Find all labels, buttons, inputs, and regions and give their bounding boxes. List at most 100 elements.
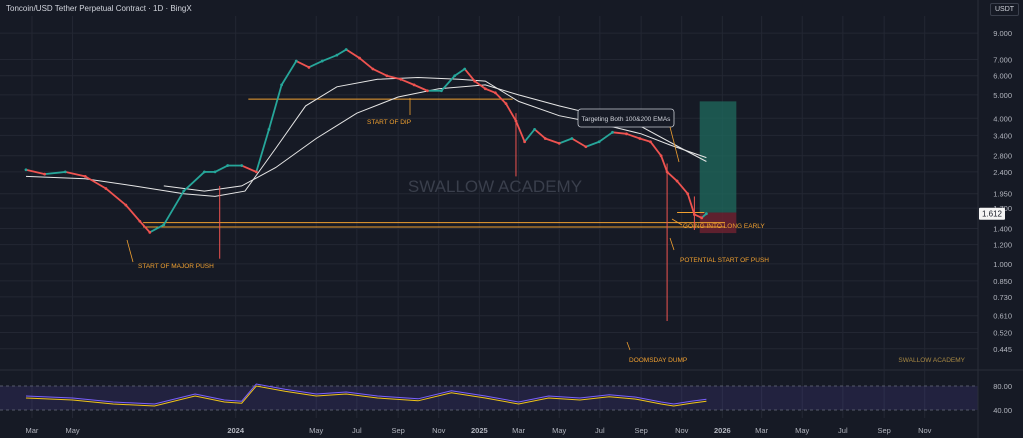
time-tick-label: Sep (634, 426, 647, 435)
annotation-arrow (626, 341, 631, 351)
price-segment (505, 103, 517, 122)
price-point (43, 172, 47, 176)
annotation-label: GOING INTO LONG EARLY (683, 223, 765, 230)
price-segment (454, 68, 466, 77)
annotation-label: START OF MAJOR PUSH (138, 263, 214, 270)
price-point (124, 203, 128, 207)
price-segment (84, 175, 107, 190)
time-axis[interactable]: Mar May 2024 May Jul Sep Nov 2025 Mar May Jul Sep No… (25, 426, 931, 435)
price-segment (686, 193, 696, 215)
price-tick-label: 1.950 (993, 190, 1012, 199)
watermark-text: SWALLOW ACADEMY (408, 177, 582, 196)
price-segment (571, 137, 587, 148)
rsi-tick-label: 40.00 (993, 406, 1012, 415)
price-point (385, 74, 389, 78)
price-point (473, 79, 477, 83)
chart-grid (0, 16, 1023, 418)
time-tick-label: Nov (432, 426, 446, 435)
price-segment (612, 131, 627, 135)
annotation-arrow (669, 237, 675, 251)
price-segment (149, 224, 165, 234)
price-point (649, 140, 652, 144)
time-tick-label: May (552, 426, 566, 435)
watermark-small-text: SWALLOW ACADEMY (898, 357, 965, 364)
price-segment (295, 60, 310, 69)
time-tick-label: Jul (595, 426, 605, 435)
price-segment (125, 204, 141, 222)
price-point (240, 164, 244, 167)
price-segment (413, 84, 428, 92)
price-point (371, 67, 375, 71)
price-point (307, 65, 311, 69)
time-tick-label: 2024 (227, 426, 245, 435)
price-tick-label: 1.400 (993, 224, 1012, 233)
price-point (344, 48, 348, 51)
price-point (625, 132, 628, 136)
annotations: START OF MAJOR PUSH START OF DIP DOOMSDAY … (126, 98, 769, 364)
price-point (358, 56, 361, 60)
price-segment (474, 80, 486, 90)
price-point (686, 192, 690, 196)
price-segment (534, 128, 546, 140)
rsi-signal-line (25, 385, 707, 407)
price-point (463, 67, 467, 71)
price-tick-label: 4.000 (993, 114, 1012, 123)
price-segment (321, 54, 338, 62)
price-point (148, 230, 152, 234)
price-segment (105, 187, 127, 206)
price-tick-label: 0.850 (993, 277, 1012, 286)
price-tick-label: 2.800 (993, 152, 1012, 161)
price-tick-label: 1.200 (993, 241, 1012, 250)
price-point (504, 102, 508, 106)
price-point (533, 127, 537, 131)
price-point (280, 83, 284, 87)
price-segment (44, 171, 66, 176)
price-segment (649, 141, 662, 157)
price-point (138, 219, 142, 223)
rsi-tick-label: 80.00 (993, 382, 1012, 391)
price-point (104, 187, 108, 190)
price-point (704, 212, 708, 216)
currency-button[interactable]: USDT (990, 3, 1020, 16)
price-segment (345, 48, 360, 59)
current-price-label: 1.612 (982, 210, 1003, 219)
price-axis[interactable]: 9.000 7.000 6.000 5.000 4.000 3.400 2.800 2.400… (977, 0, 1012, 438)
price-series (24, 48, 708, 321)
price-point (254, 170, 258, 174)
price-segment (585, 140, 600, 148)
price-segment (544, 137, 560, 145)
price-point (570, 137, 574, 140)
price-segment (485, 87, 496, 94)
annotation-label: DOOMSDAY DUMP (629, 357, 687, 364)
annotation-label: POTENTIAL START OF PUSH (680, 257, 769, 264)
callout-text: Targeting Both 100&200 EMAs (582, 116, 672, 123)
price-segment (386, 74, 402, 81)
price-segment (523, 128, 536, 143)
price-point (63, 170, 67, 174)
price-tick-label: 0.610 (993, 312, 1012, 321)
price-segment (558, 137, 573, 145)
price-segment (214, 164, 229, 173)
price-point (453, 74, 457, 78)
price-point (213, 170, 217, 174)
price-segment (515, 120, 526, 143)
price-segment (676, 180, 689, 195)
price-tick-label: 3.400 (993, 131, 1012, 140)
price-segment (626, 132, 641, 140)
callout-box (577, 108, 675, 128)
price-segment (241, 164, 257, 173)
time-tick-label: Mar (755, 426, 768, 435)
time-tick-label: May (309, 426, 323, 435)
price-point (426, 89, 429, 93)
price-tick-label: 1.000 (993, 260, 1012, 269)
time-tick-label: Nov (675, 426, 689, 435)
price-point (226, 164, 230, 167)
price-tick-label: 9.000 (993, 29, 1012, 38)
price-point (523, 140, 527, 144)
price-segment (308, 60, 323, 69)
price-segment (639, 137, 651, 143)
time-tick-label: May (795, 426, 809, 435)
price-segment (372, 68, 388, 77)
price-tick-label: 2.400 (993, 168, 1012, 177)
